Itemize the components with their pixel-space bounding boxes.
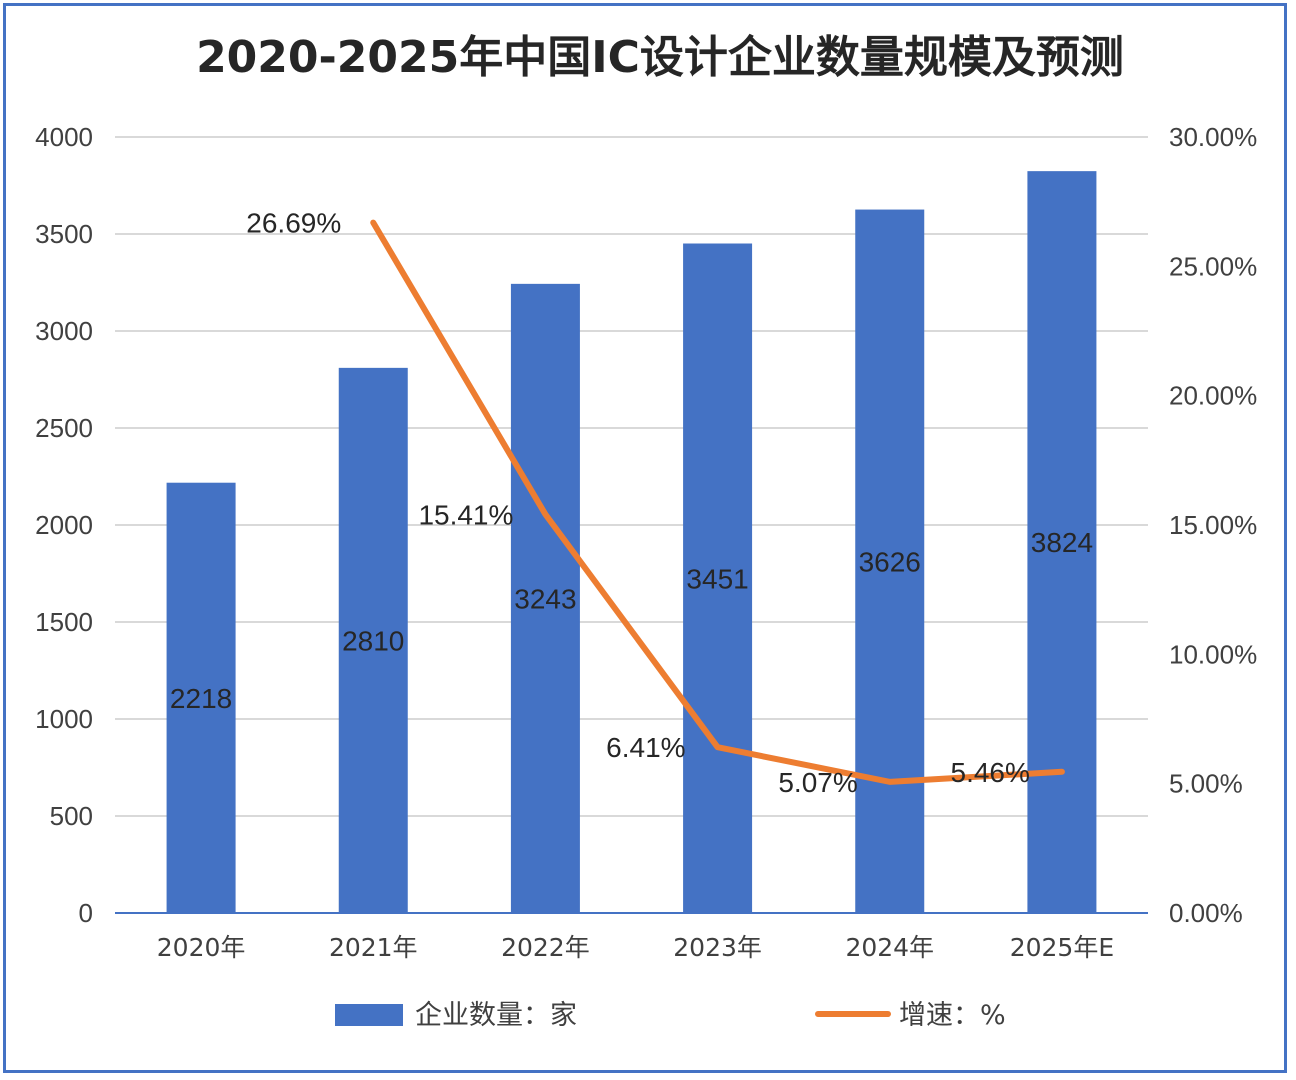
x-tick-label: 2025年E <box>1010 933 1114 962</box>
y-axis-right: 0.00% 5.00% 10.00% 15.00% 20.00% 25.00% 30.00% <box>1169 122 1257 928</box>
y2-tick-label: 20.00% <box>1169 381 1257 411</box>
y-axis-left: 0 500 1000 1500 2000 2500 3000 3500 4000 <box>35 122 93 928</box>
y-tick-label: 2000 <box>35 510 93 540</box>
y-tick-label: 500 <box>50 801 93 831</box>
y2-tick-label: 10.00% <box>1169 639 1257 669</box>
x-tick-label: 2023年 <box>673 933 762 962</box>
legend-bar-swatch <box>335 1004 403 1026</box>
chart-frame <box>3 3 1287 1073</box>
x-tick-label: 2021年 <box>329 933 418 962</box>
y2-tick-label: 25.00% <box>1169 251 1257 281</box>
bar <box>338 367 408 913</box>
line-data-label: 5.07% <box>778 767 857 798</box>
bar <box>683 243 753 914</box>
y-tick-label: 3000 <box>35 316 93 346</box>
bar-data-label: 2810 <box>342 625 404 656</box>
legend-line-label: 增速：% <box>899 1000 1006 1031</box>
bar-data-label: 3824 <box>1031 527 1093 558</box>
line-data-label: 26.69% <box>246 208 341 239</box>
y2-tick-label: 15.00% <box>1169 510 1257 540</box>
x-tick-label: 2024年 <box>845 933 934 962</box>
legend-bar-label: 企业数量：家 <box>415 1000 577 1031</box>
bar-data-label: 3243 <box>514 583 576 614</box>
legend: 企业数量：家 增速：% <box>335 1000 1006 1031</box>
y-tick-label: 1000 <box>35 704 93 734</box>
bar-data-label: 3626 <box>859 546 921 577</box>
y-tick-label: 3500 <box>35 219 93 249</box>
y2-tick-label: 0.00% <box>1169 898 1243 928</box>
y-tick-label: 1500 <box>35 607 93 637</box>
bar <box>1027 171 1097 914</box>
y-tick-label: 4000 <box>35 122 93 152</box>
line-data-label: 5.46% <box>951 757 1030 788</box>
x-tick-label: 2020年 <box>157 933 246 962</box>
line-series <box>370 219 1065 785</box>
data-labels: 2218 2810 3243 3451 3626 3824 26.69% 15.41% 6.41… <box>170 208 1093 798</box>
growth-line <box>370 219 1065 785</box>
y-tick-label: 2500 <box>35 413 93 443</box>
gridlines <box>115 136 1148 817</box>
y2-tick-label: 5.00% <box>1169 769 1243 799</box>
x-tick-label: 2022年 <box>501 933 590 962</box>
y2-tick-label: 30.00% <box>1169 122 1257 152</box>
x-axis: 2020年 2021年 2022年 2023年 2024年 2025年E <box>115 912 1148 962</box>
bar <box>510 283 580 913</box>
bar-series <box>166 171 1097 914</box>
y-tick-label: 0 <box>79 898 93 928</box>
chart-title: 2020-2025年中国IC设计企业数量规模及预测 <box>196 32 1124 83</box>
bar <box>855 209 925 913</box>
bar-data-label: 2218 <box>170 683 232 714</box>
bar <box>166 482 236 913</box>
line-data-label: 15.41% <box>418 499 513 530</box>
bar-data-label: 3451 <box>686 563 748 594</box>
line-data-label: 6.41% <box>606 732 685 763</box>
